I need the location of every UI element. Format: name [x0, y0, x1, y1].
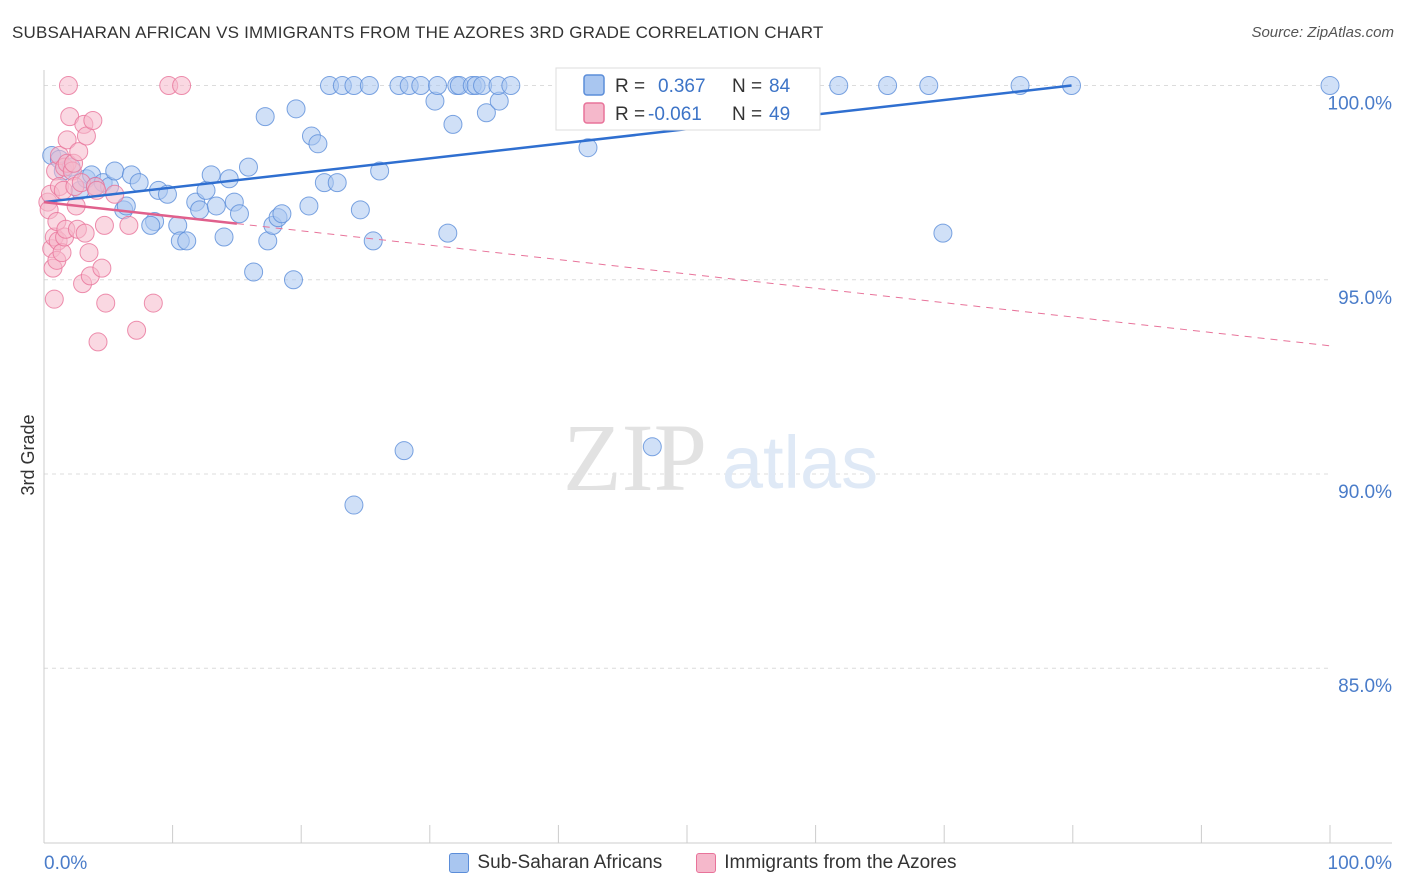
axes — [43, 70, 1392, 844]
gridlines — [44, 85, 1330, 669]
point-sub-saharan-60[interactable] — [443, 114, 463, 134]
point-sub-saharan-66[interactable] — [476, 103, 496, 123]
point-sub-saharan-31[interactable] — [238, 157, 258, 177]
point-sub-saharan-32[interactable] — [244, 262, 264, 282]
legend-swatch-pink — [696, 853, 717, 873]
point-sub-saharan-38[interactable] — [283, 270, 303, 290]
point-sub-saharan-42[interactable] — [308, 134, 328, 154]
point-azores-38[interactable] — [88, 332, 108, 352]
legend-label-azores: Immigrants from the Azores — [724, 852, 957, 873]
stats-n-value-pink: 49 — [769, 104, 790, 125]
point-azores-5[interactable] — [44, 289, 64, 309]
point-sub-saharan-76[interactable] — [829, 76, 849, 96]
point-sub-saharan-78[interactable] — [919, 76, 939, 96]
series-azores-points — [38, 76, 192, 352]
point-sub-saharan-73[interactable] — [642, 437, 662, 457]
point-sub-saharan-56[interactable] — [411, 76, 431, 96]
point-azores-44[interactable] — [127, 320, 147, 340]
stats-r-label-blue: R = — [615, 76, 645, 97]
legend-swatch-blue — [449, 853, 470, 873]
point-sub-saharan-48[interactable] — [344, 495, 364, 515]
trend-line-sub-saharan — [43, 84, 1072, 204]
trend-line-azores-solid — [43, 200, 238, 225]
legend-item-sub-saharan[interactable]: Sub-Saharan Africans — [449, 852, 662, 874]
point-sub-saharan-37[interactable] — [272, 204, 292, 224]
point-sub-saharan-55[interactable] — [394, 441, 414, 461]
stats-n-value-blue: 84 — [769, 76, 791, 97]
point-sub-saharan-79[interactable] — [933, 223, 953, 243]
point-azores-19[interactable] — [57, 130, 77, 150]
point-sub-saharan-19[interactable] — [168, 215, 188, 235]
point-sub-saharan-21[interactable] — [177, 231, 197, 251]
point-sub-saharan-10[interactable] — [105, 161, 125, 181]
point-sub-saharan-49[interactable] — [350, 200, 370, 220]
point-sub-saharan-16[interactable] — [141, 215, 161, 235]
point-sub-saharan-39[interactable] — [286, 99, 306, 119]
point-sub-saharan-51[interactable] — [363, 231, 383, 251]
point-sub-saharan-77[interactable] — [878, 76, 898, 96]
stats-swatch-pink — [583, 102, 605, 124]
legend-item-azores[interactable]: Immigrants from the Azores — [696, 852, 957, 874]
y-axis-label: 3rd Grade — [18, 414, 38, 495]
point-azores-31[interactable] — [75, 223, 95, 243]
x-tick-label-min: 0.0% — [44, 853, 87, 874]
legend: Sub-Saharan Africans Immigrants from the… — [0, 852, 1406, 874]
watermark-atlas: atlas — [722, 421, 878, 504]
point-sub-saharan-71[interactable] — [578, 138, 598, 158]
stats-r-value-blue: 0.367 — [658, 76, 706, 97]
point-sub-saharan-57[interactable] — [425, 91, 445, 111]
trend-line-azores-dashed — [236, 223, 1331, 347]
point-azores-45[interactable] — [143, 293, 163, 313]
point-azores-33[interactable] — [79, 243, 99, 263]
point-azores-40[interactable] — [94, 215, 114, 235]
point-sub-saharan-26[interactable] — [206, 196, 226, 216]
stats-n-label-blue: N = — [732, 76, 762, 97]
stats-r-value-pink: -0.061 — [648, 104, 702, 125]
legend-label-sub-saharan: Sub-Saharan Africans — [477, 852, 663, 873]
y-tick-labels: 100.0% 95.0% 90.0% 85.0% — [1328, 94, 1393, 698]
point-sub-saharan-23[interactable] — [190, 200, 210, 220]
stats-n-label-pink: N = — [732, 104, 762, 125]
x-tick-label-max: 100.0% — [1328, 853, 1393, 874]
point-sub-saharan-44[interactable] — [327, 173, 347, 193]
point-sub-saharan-58[interactable] — [428, 76, 448, 96]
stats-box: R = 0.367 N = 84 R = -0.061 N = 49 — [555, 67, 821, 131]
y-tick-label-1: 95.0% — [1338, 288, 1392, 309]
y-tick-label-3: 85.0% — [1338, 676, 1392, 697]
series-sub-saharan-points — [42, 76, 1340, 515]
point-azores-20[interactable] — [58, 76, 78, 96]
point-azores-13[interactable] — [52, 243, 72, 263]
watermark-zip: ZIP — [563, 404, 707, 511]
point-azores-27[interactable] — [69, 142, 89, 162]
point-sub-saharan-28[interactable] — [219, 169, 239, 189]
point-azores-35[interactable] — [83, 110, 103, 130]
point-sub-saharan-52[interactable] — [370, 161, 390, 181]
stats-swatch-blue — [583, 74, 605, 96]
trend-lines — [43, 84, 1331, 347]
point-sub-saharan-40[interactable] — [299, 196, 319, 216]
source-credit: Source: ZipAtlas.com — [1251, 24, 1394, 41]
point-azores-39[interactable] — [92, 258, 112, 278]
point-sub-saharan-59[interactable] — [438, 223, 458, 243]
point-azores-41[interactable] — [96, 293, 116, 313]
stats-r-label-pink: R = — [615, 104, 645, 125]
y-tick-label-0: 100.0% — [1328, 94, 1393, 115]
point-sub-saharan-82[interactable] — [1320, 76, 1340, 96]
point-sub-saharan-30[interactable] — [229, 204, 249, 224]
point-sub-saharan-14[interactable] — [129, 173, 149, 193]
point-sub-saharan-50[interactable] — [359, 76, 379, 96]
point-azores-47[interactable] — [172, 76, 192, 96]
y-tick-label-2: 90.0% — [1338, 482, 1392, 503]
point-sub-saharan-69[interactable] — [501, 76, 521, 96]
point-sub-saharan-33[interactable] — [255, 107, 275, 127]
point-azores-43[interactable] — [119, 215, 139, 235]
point-sub-saharan-27[interactable] — [214, 227, 234, 247]
chart-title: SUBSAHARAN AFRICAN VS IMMIGRANTS FROM TH… — [12, 23, 824, 42]
